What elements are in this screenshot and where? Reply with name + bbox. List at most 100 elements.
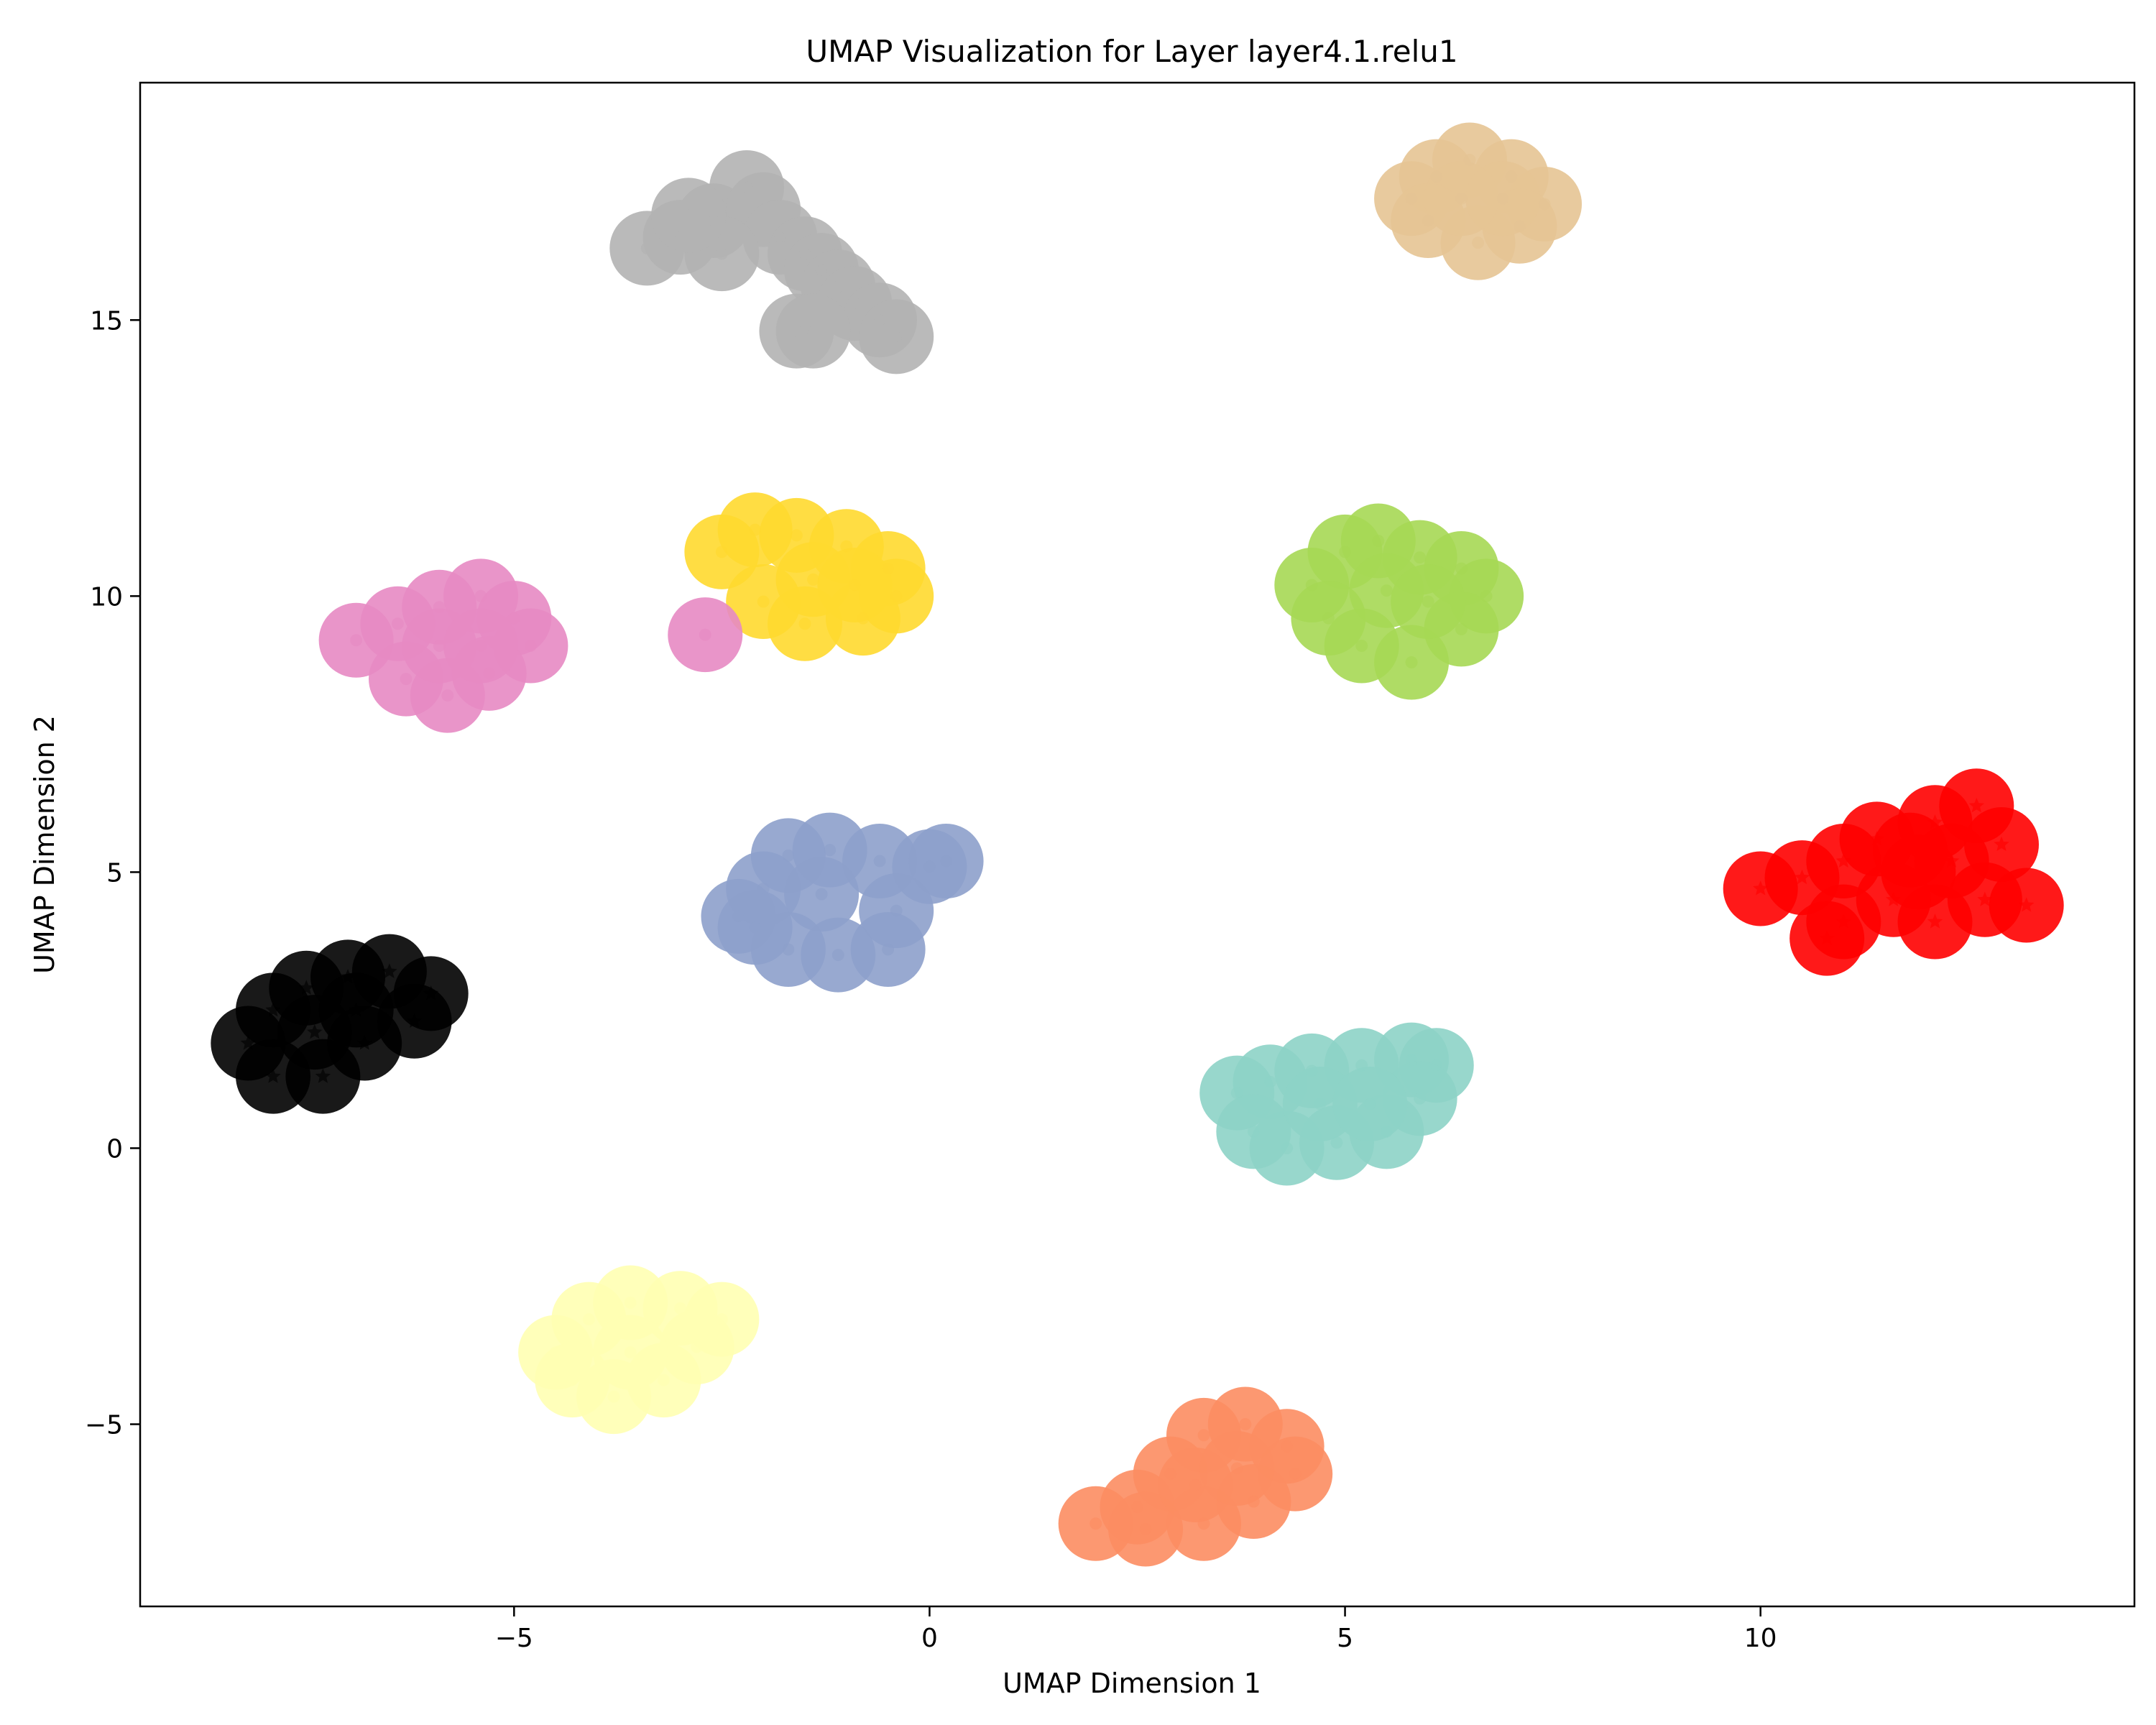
plot-frame <box>139 81 2136 1608</box>
scatter-point <box>1189 1478 1202 1491</box>
scatter-point <box>1305 579 1318 592</box>
scatter-point <box>298 980 315 995</box>
scatter-point <box>1264 1075 1276 1088</box>
x-tick-label: 10 <box>1744 1624 1777 1653</box>
scatter-point <box>1422 214 1434 227</box>
plot-area <box>211 122 2064 1567</box>
scatter-point <box>1927 914 1943 929</box>
scatter-point <box>524 639 537 652</box>
scatter-point <box>1089 1517 1102 1530</box>
scatter-point <box>640 242 653 254</box>
scatter-point <box>391 617 404 630</box>
scatter-point <box>1430 170 1443 183</box>
scatter-point <box>1363 1098 1376 1110</box>
scatter-point <box>857 612 870 625</box>
scatter-point <box>790 325 803 338</box>
scatter-point <box>890 589 903 602</box>
scatter-point <box>340 968 356 984</box>
scatter-point <box>549 1346 562 1359</box>
scatter-point <box>423 985 439 1000</box>
scatter-point <box>1414 1092 1427 1105</box>
scatter-point <box>356 1035 372 1050</box>
scatter-point <box>483 667 496 680</box>
scatter-point <box>1355 639 1368 652</box>
scatter-point <box>715 247 728 260</box>
scatter-point <box>1885 891 1902 906</box>
scatter-point <box>1405 656 1418 669</box>
scatter-point <box>1164 1468 1177 1481</box>
scatter-point <box>807 573 820 586</box>
scatter-point <box>1405 1054 1418 1067</box>
scatter-point <box>798 247 811 260</box>
scatter-point <box>1496 192 1509 205</box>
x-axis-label: UMAP Dimension 1 <box>1003 1668 1261 1699</box>
scatter-point <box>474 589 487 602</box>
scatter-point <box>433 639 446 652</box>
scatter-point <box>607 1390 620 1403</box>
scatter-point <box>1927 814 1943 829</box>
scatter-point <box>1230 1462 1243 1475</box>
scatter-point <box>749 523 762 536</box>
scatter-point <box>1910 864 1927 879</box>
scatter-point <box>757 203 770 216</box>
scatter-point <box>940 855 953 868</box>
scatter-point <box>1480 589 1493 602</box>
scatter-point <box>1835 914 1852 929</box>
scatter-point <box>1994 836 2009 852</box>
cluster-6 <box>701 812 984 993</box>
scatter-point <box>807 325 820 338</box>
scatter-point <box>2018 897 2035 912</box>
chart-title: UMAP Visualization for Layer layer4.1.re… <box>806 34 1457 69</box>
scatter-point <box>1322 612 1335 625</box>
scatter-point <box>674 231 687 244</box>
scatter-point <box>1380 1125 1393 1138</box>
y-tick-label: 5 <box>106 858 123 888</box>
scatter-point <box>1455 192 1468 205</box>
scatter-point <box>1968 797 1985 813</box>
scatter-point <box>873 313 886 326</box>
scatter-point <box>707 214 720 227</box>
scatter-point <box>1752 880 1769 896</box>
scatter-point <box>400 673 413 686</box>
scatter-point <box>1794 869 1810 885</box>
cluster-11 <box>1058 1386 1333 1567</box>
scatter-point <box>1330 1136 1343 1149</box>
scatter-point <box>1463 154 1476 167</box>
scatter-point <box>1430 1059 1443 1072</box>
scatter-point <box>1197 1429 1210 1442</box>
scatter-point <box>831 949 844 962</box>
scatter-point <box>406 1013 423 1028</box>
scatter-point <box>1943 852 1960 868</box>
scatter-point <box>691 1340 704 1353</box>
scatter-point <box>315 1068 331 1083</box>
scatter-point <box>782 849 795 862</box>
scatter-point <box>848 579 861 592</box>
scatter-point <box>433 601 446 614</box>
scatter-point <box>507 612 520 625</box>
scatter-point <box>1230 1087 1243 1100</box>
scatter-point <box>732 910 745 923</box>
cluster-2 <box>1374 122 1583 280</box>
y-axis-label: UMAP Dimension 2 <box>29 715 60 974</box>
scatter-point <box>1247 1495 1260 1508</box>
scatter-point <box>682 208 695 221</box>
scatter-point <box>782 943 795 956</box>
scatter-point <box>882 943 895 956</box>
scatter-point <box>890 904 903 917</box>
cluster-9 <box>1199 1022 1474 1186</box>
scatter-point <box>240 1035 257 1050</box>
scatter-point <box>848 297 861 310</box>
scatter-point <box>566 1374 579 1386</box>
cluster-7 <box>1723 768 2064 976</box>
scatter-point <box>749 921 762 934</box>
scatter-point <box>757 595 770 608</box>
cluster-1 <box>609 150 934 374</box>
scatter-point <box>382 963 397 978</box>
scatter-point <box>1472 236 1485 249</box>
scatter-point <box>1902 842 1918 857</box>
scatter-point <box>824 844 837 857</box>
scatter-point <box>757 882 770 895</box>
scatter-point <box>1414 551 1427 564</box>
scatter-point <box>798 617 811 630</box>
